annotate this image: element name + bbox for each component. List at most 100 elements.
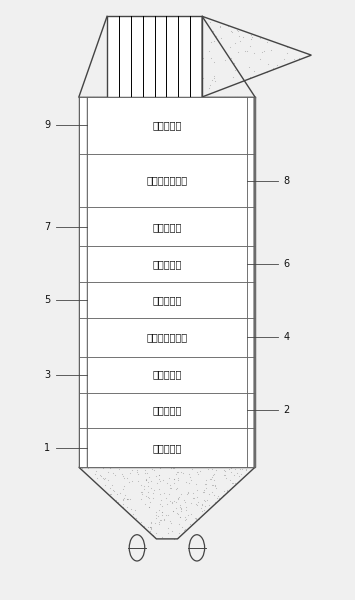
Point bbox=[168, 483, 174, 493]
Point bbox=[163, 494, 169, 503]
Point bbox=[189, 464, 195, 474]
Point bbox=[296, 53, 302, 63]
Bar bbox=[247, 282, 255, 318]
Point bbox=[175, 92, 180, 102]
Point bbox=[171, 92, 177, 102]
Point bbox=[220, 92, 226, 102]
Point bbox=[114, 92, 120, 102]
Point bbox=[232, 92, 238, 102]
Point bbox=[229, 26, 234, 36]
Point bbox=[120, 496, 126, 505]
Bar bbox=[247, 208, 255, 246]
Point bbox=[110, 468, 116, 478]
Point bbox=[80, 92, 86, 102]
Point bbox=[162, 515, 167, 524]
Point bbox=[186, 470, 192, 479]
Point bbox=[169, 92, 174, 102]
Point bbox=[120, 494, 126, 504]
Point bbox=[104, 92, 110, 102]
Point bbox=[228, 484, 233, 493]
Point bbox=[236, 471, 242, 481]
Point bbox=[194, 92, 200, 102]
Bar bbox=[79, 246, 87, 282]
Point bbox=[125, 494, 131, 503]
Point bbox=[138, 494, 144, 503]
Point bbox=[284, 43, 289, 52]
Point bbox=[102, 474, 107, 484]
Point bbox=[167, 483, 173, 493]
Point bbox=[153, 508, 159, 517]
Point bbox=[204, 506, 210, 516]
Point bbox=[200, 487, 206, 497]
Point bbox=[138, 92, 144, 102]
Text: 氧化功能区: 氧化功能区 bbox=[152, 370, 182, 380]
Point bbox=[107, 463, 113, 473]
Point bbox=[224, 92, 229, 102]
Point bbox=[246, 92, 251, 102]
Point bbox=[174, 484, 179, 493]
Point bbox=[175, 473, 181, 482]
Point bbox=[257, 33, 263, 43]
Point bbox=[194, 92, 200, 102]
Point bbox=[207, 83, 212, 93]
Point bbox=[110, 481, 115, 490]
Bar bbox=[87, 318, 247, 357]
Point bbox=[129, 92, 134, 102]
Point bbox=[198, 92, 204, 102]
Point bbox=[227, 475, 233, 485]
Text: 稳燃功能区: 稳燃功能区 bbox=[152, 443, 182, 453]
Point bbox=[146, 477, 151, 487]
Point bbox=[230, 73, 236, 82]
Bar bbox=[247, 246, 255, 282]
Point bbox=[175, 509, 181, 518]
Point bbox=[157, 515, 163, 524]
Point bbox=[201, 73, 206, 83]
Text: 火焰缓冲功能区: 火焰缓冲功能区 bbox=[146, 176, 187, 185]
Bar bbox=[87, 97, 247, 154]
Point bbox=[156, 520, 162, 529]
Point bbox=[129, 476, 135, 486]
Point bbox=[201, 487, 207, 497]
Point bbox=[193, 92, 198, 102]
Point bbox=[227, 92, 233, 102]
Point bbox=[124, 494, 130, 504]
Point bbox=[217, 21, 223, 31]
Point bbox=[164, 499, 170, 509]
Point bbox=[157, 92, 162, 102]
Point bbox=[185, 510, 191, 520]
Point bbox=[208, 474, 213, 484]
Point bbox=[134, 92, 140, 102]
Point bbox=[119, 92, 124, 102]
Point bbox=[182, 497, 187, 507]
Point bbox=[194, 485, 200, 495]
Point bbox=[224, 486, 230, 496]
Point bbox=[145, 493, 151, 502]
Point bbox=[181, 92, 187, 102]
Point bbox=[172, 92, 178, 102]
Point bbox=[114, 463, 120, 472]
Point bbox=[206, 500, 212, 510]
Point bbox=[162, 92, 168, 102]
Point bbox=[210, 470, 215, 480]
Point bbox=[193, 92, 199, 102]
Point bbox=[120, 503, 125, 512]
Point bbox=[186, 478, 192, 487]
Point bbox=[232, 478, 238, 488]
Point bbox=[182, 524, 188, 533]
Bar bbox=[79, 318, 87, 357]
Point bbox=[192, 92, 198, 102]
Point bbox=[191, 493, 197, 503]
Point bbox=[128, 92, 134, 102]
Point bbox=[132, 92, 138, 102]
Point bbox=[166, 489, 171, 499]
Point bbox=[162, 92, 167, 102]
Point bbox=[178, 467, 184, 476]
Point bbox=[133, 92, 138, 102]
Point bbox=[232, 464, 237, 473]
Point bbox=[178, 92, 184, 102]
Point bbox=[203, 479, 209, 488]
Point bbox=[188, 92, 194, 102]
Point bbox=[235, 26, 241, 36]
Point bbox=[132, 505, 137, 515]
Point bbox=[176, 528, 182, 538]
